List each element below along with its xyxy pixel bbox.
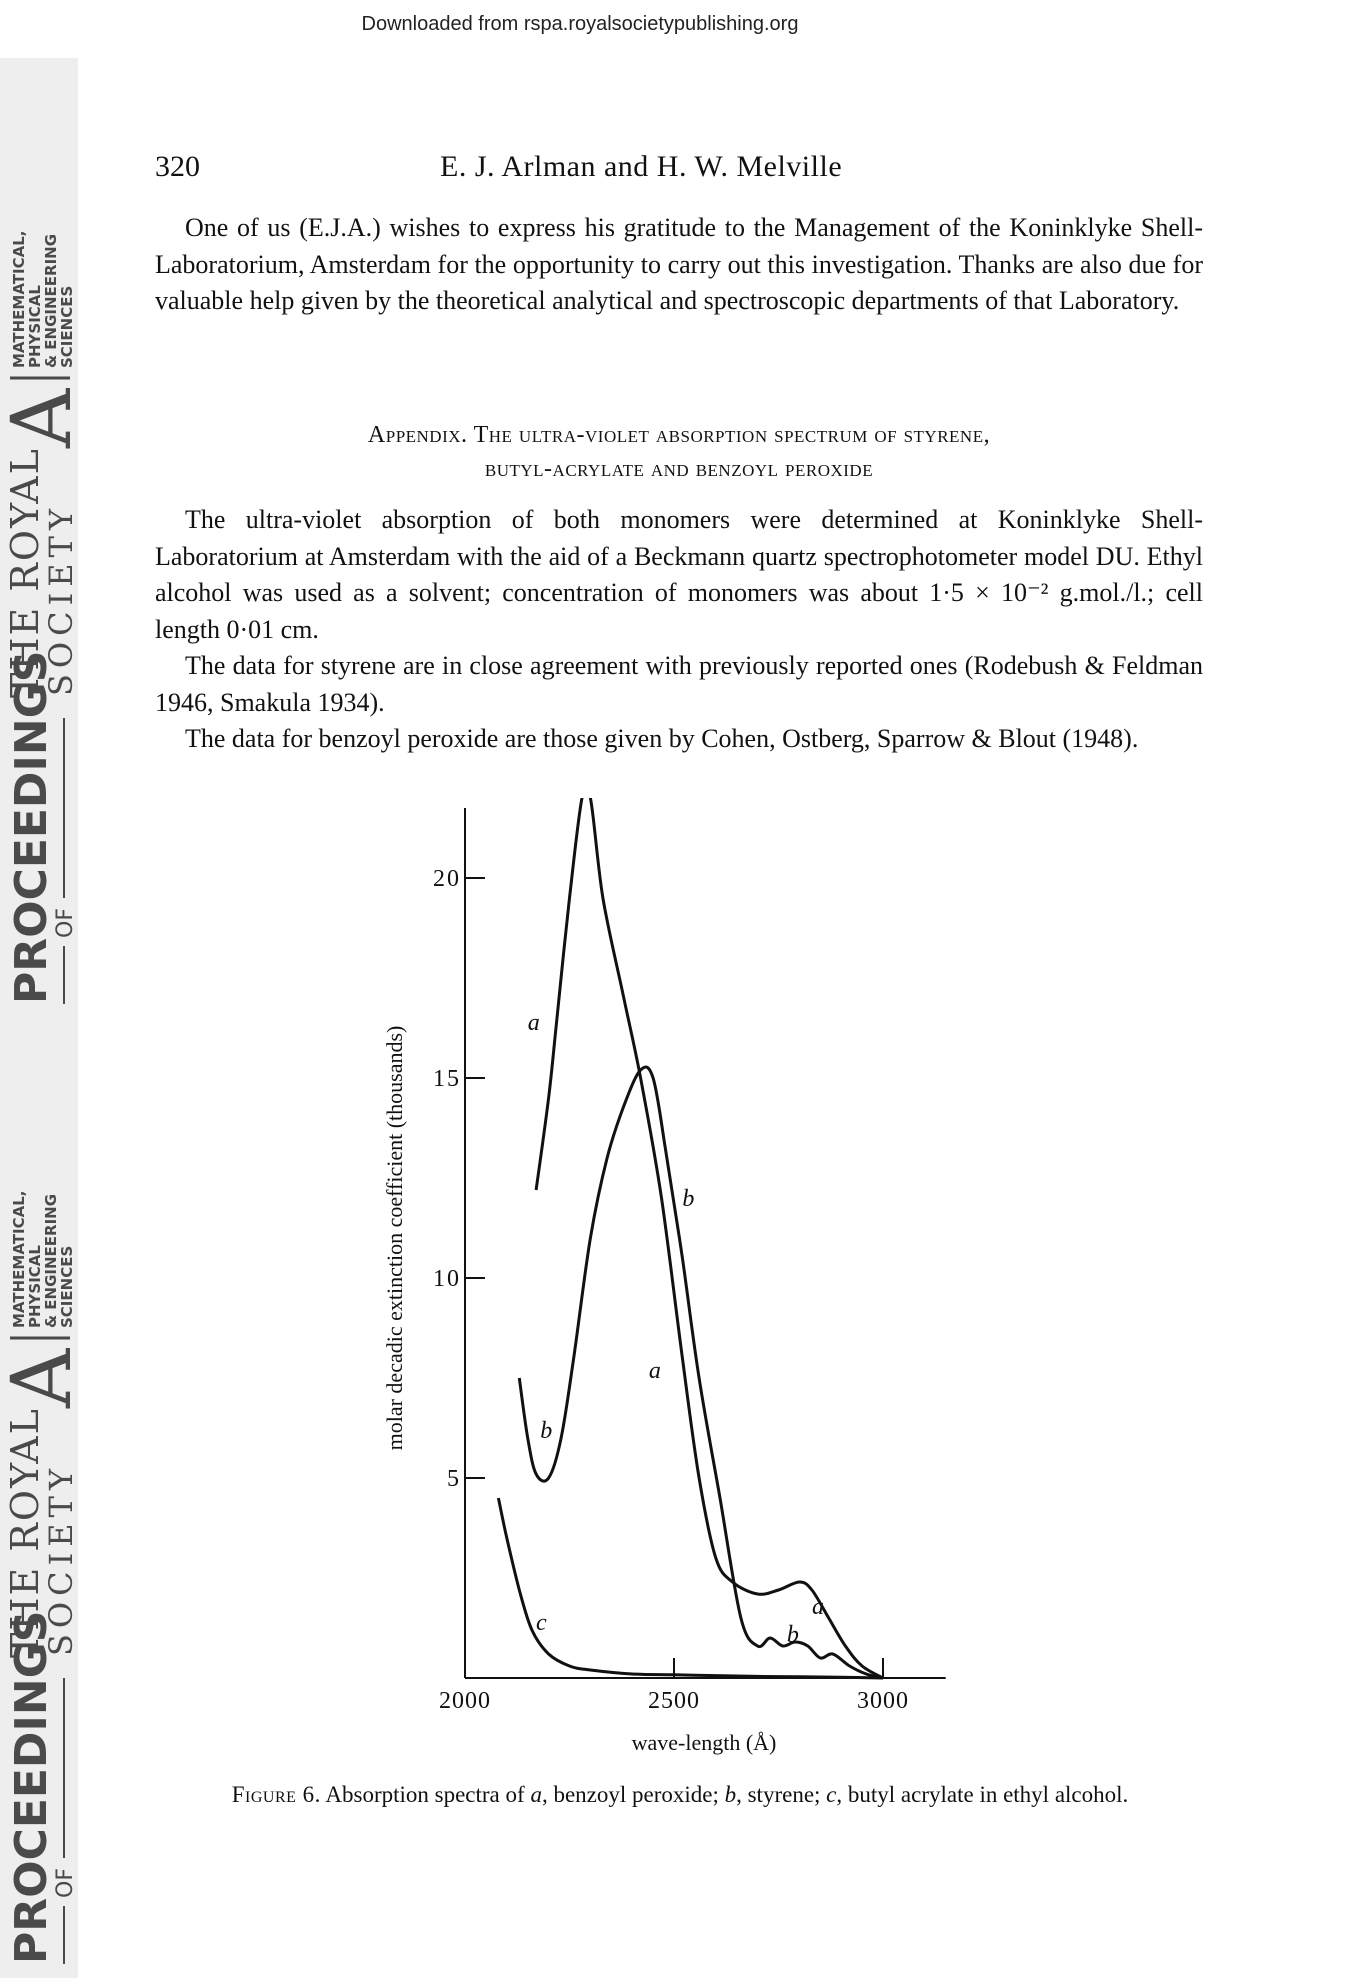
- y-tick-label: 10: [433, 1266, 461, 1292]
- chart-axes: 5 10 15 20 2000 2500 3000 wave-length (Å) molar …: [382, 808, 946, 1755]
- x-tick-label: 2500: [648, 1688, 700, 1714]
- y-tick-label: 5: [447, 1466, 461, 1492]
- brand-the-royal: THE ROYAL: [3, 1407, 47, 1658]
- series-line-b: [517, 1065, 884, 1680]
- chart-series: [496, 798, 884, 1680]
- appendix-paragraph-2: The data for styrene are in close agreem…: [155, 651, 1203, 717]
- brand-society: SOCIETY: [42, 503, 78, 696]
- curve-label-a: a: [649, 1358, 661, 1384]
- curve-label-b: b: [787, 1622, 799, 1648]
- brand-math-1: MATHEMATICAL,: [10, 231, 28, 368]
- x-axis-label: wave-length (Å): [632, 1730, 777, 1755]
- journal-brand-block: PROCEEDINGS OF THE ROYAL SOCIETY A MATHE…: [0, 58, 90, 1018]
- journal-sidebar: PROCEEDINGS OF THE ROYAL SOCIETY A MATHE…: [0, 58, 90, 1978]
- y-tick-label: 20: [433, 866, 461, 892]
- brand-of: OF: [53, 1868, 78, 1898]
- appendix-paragraph-3: The data for benzoyl peroxide are those …: [185, 724, 1139, 753]
- running-head-authors: E. J. Arlman and H. W. Melville: [440, 150, 843, 183]
- figure-caption-text: Absorption spectra of a, benzoyl peroxid…: [325, 1782, 1129, 1807]
- appendix-heading-line-1: Appendix. The ultra-violet absorption sp…: [367, 422, 991, 448]
- figure-6: 5 10 15 20 2000 2500 3000 wave-length (Å) molar …: [380, 798, 980, 1768]
- brand-proceedings: PROCEEDINGS: [6, 1611, 57, 1964]
- journal-brand-graphic: PROCEEDINGS OF THE ROYAL SOCIETY A MATHE…: [0, 231, 90, 1004]
- x-tick-label: 2000: [439, 1688, 491, 1714]
- appendix-heading: Appendix. The ultra-violet absorption sp…: [155, 418, 1203, 486]
- brand-math-3: & ENGINEERING: [42, 234, 60, 368]
- curve-label-c: c: [536, 1610, 547, 1636]
- brand-math-3: & ENGINEERING: [42, 1194, 60, 1328]
- brand-of: OF: [53, 908, 78, 938]
- brand-letter-a: A: [0, 387, 78, 449]
- brand-the-royal: THE ROYAL: [3, 447, 47, 698]
- page-number: 320: [155, 150, 200, 183]
- appendix-heading-line-2: butyl-acrylate and benzoyl peroxide: [484, 456, 874, 482]
- brand-math-4: SCIENCES: [58, 286, 76, 368]
- y-axis-label: molar decadic extinction coefficient (th…: [382, 1026, 407, 1451]
- series-line-c: [496, 1497, 884, 1680]
- x-tick-label: 3000: [857, 1688, 909, 1714]
- curve-label-a: a: [528, 1010, 540, 1036]
- brand-math-1: MATHEMATICAL,: [10, 1191, 28, 1328]
- curve-label-b: b: [540, 1418, 552, 1444]
- brand-proceedings: PROCEEDINGS: [6, 651, 57, 1004]
- journal-brand-block: PROCEEDINGS OF THE ROYAL SOCIETY A MATHE…: [0, 1018, 90, 1978]
- brand-math-2: PHYSICAL: [26, 285, 44, 368]
- absorption-spectra-chart: 5 10 15 20 2000 2500 3000 wave-length (Å) molar …: [382, 798, 946, 1755]
- curve-label-a: a: [812, 1594, 824, 1620]
- acknowledgement-paragraph: One of us (E.J.A.) wishes to express his…: [155, 213, 1203, 315]
- brand-letter-a: A: [0, 1347, 78, 1409]
- appendix-paragraph-1: The ultra-violet absorption of both mono…: [155, 505, 1203, 644]
- download-notice[interactable]: Downloaded from rspa.royalsocietypublish…: [361, 13, 799, 35]
- y-tick-label: 15: [433, 1066, 461, 1092]
- figure-caption: Figure 6. Absorption spectra of a, benzo…: [200, 1781, 1160, 1809]
- curve-label-b: b: [682, 1186, 694, 1212]
- brand-math-4: SCIENCES: [58, 1246, 76, 1328]
- brand-society: SOCIETY: [42, 1463, 78, 1656]
- journal-brand-graphic: PROCEEDINGS OF THE ROYAL SOCIETY A MATHE…: [0, 1191, 90, 1964]
- figure-caption-label: Figure 6.: [231, 1782, 321, 1807]
- brand-math-2: PHYSICAL: [26, 1245, 44, 1328]
- series-line-a: [534, 798, 884, 1680]
